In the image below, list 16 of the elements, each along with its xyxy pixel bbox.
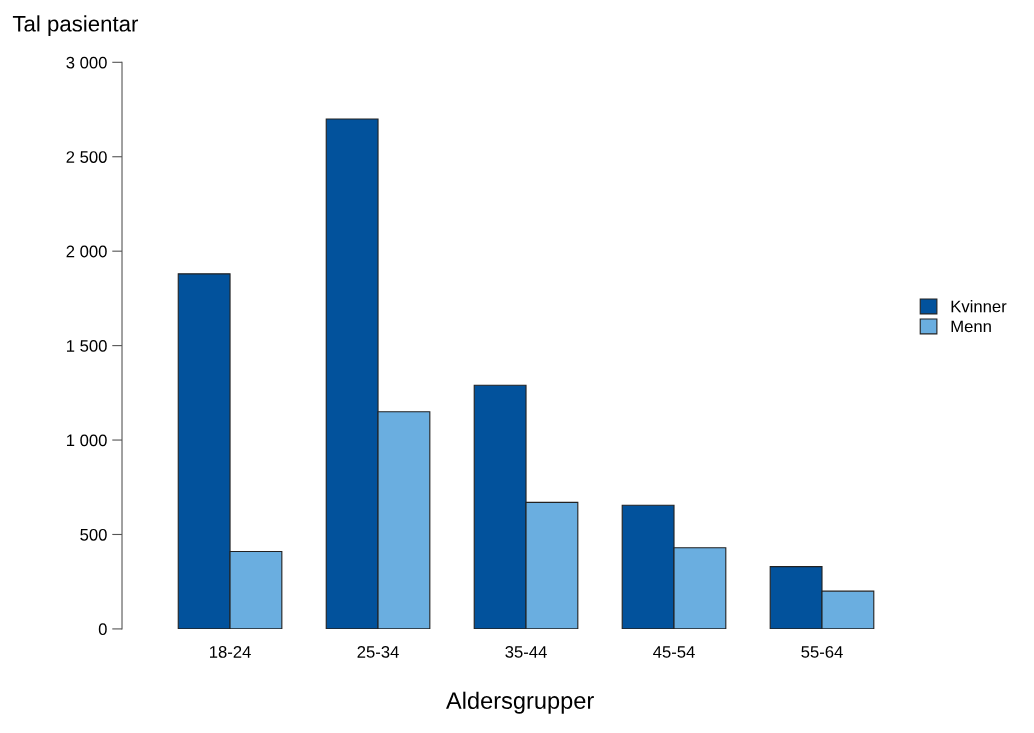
x-tick-label: 35-44 [505,646,547,658]
y-tick-label: 1 000 [67,434,107,447]
legend-label: Kvinner [951,300,1007,313]
x-tick-label: 18-24 [210,646,251,658]
x-tick-label: 55-64 [801,646,843,658]
x-axis-title: Aldersgrupper [446,691,594,714]
legend-label: Menn [951,320,991,333]
y-tick-label: 2 500 [66,151,107,163]
y-tick-label: 1 500 [67,340,107,352]
y-axis-title: Tal pasientar [12,15,139,37]
y-tick-label: 500 [80,528,107,541]
x-tick-label: 25-34 [357,646,399,658]
y-tick-label: 0 [98,623,107,636]
y-tick-label: 3 000 [66,56,107,69]
x-tick-label: 45-54 [653,646,695,658]
y-tick-label: 2 000 [66,245,107,258]
